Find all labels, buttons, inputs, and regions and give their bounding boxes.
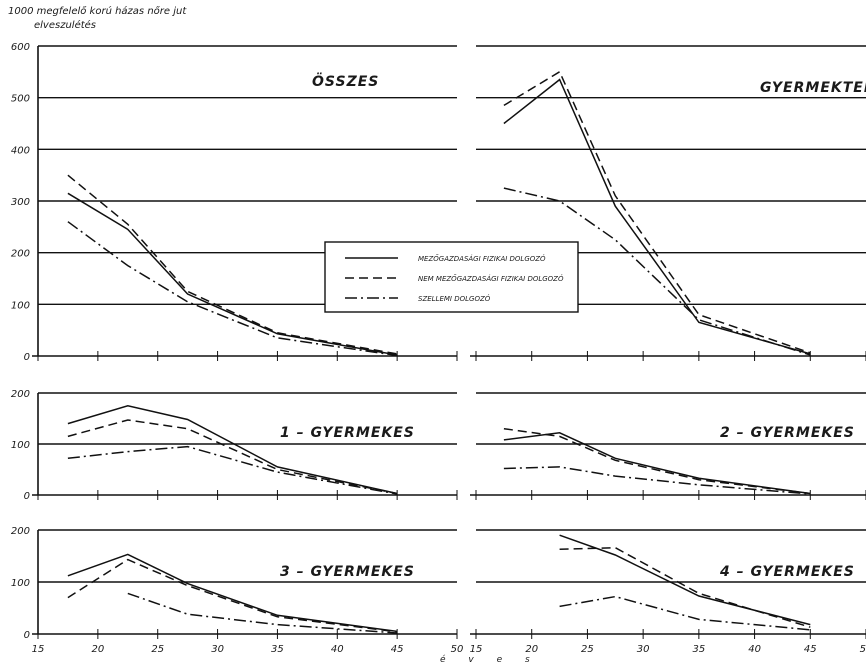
y-tick-label: 0 bbox=[24, 630, 30, 641]
legend: MEZŐGAZDASÁGI FIZIKAI DOLGOZÓ NEM MEZŐGAZ… bbox=[324, 241, 579, 313]
series-solid bbox=[503, 432, 811, 495]
y-tick-label: 500 bbox=[11, 94, 30, 105]
panel-2: GYERMEKTELEN bbox=[470, 45, 866, 361]
legend-label: NEM MEZŐGAZDASÁGI FIZIKAI DOLGOZÓ bbox=[418, 274, 564, 283]
series-solid bbox=[67, 192, 398, 356]
y-tick-label: 100 bbox=[11, 578, 30, 589]
series-dashed bbox=[67, 558, 398, 633]
y-tick-label: 200 bbox=[11, 249, 30, 260]
series-solid bbox=[559, 534, 811, 626]
panel-5: 0 100 200 15 20 25 30 35 40 45 50 3 – GYERMEKES bbox=[11, 526, 463, 655]
ylabel-line1: 1000 megfelelő korú házas nőre jut bbox=[8, 5, 187, 17]
y-tick-label: 300 bbox=[11, 197, 30, 208]
x-tick-label: 20 bbox=[525, 644, 538, 655]
panel-title: 1 – GYERMEKES bbox=[280, 425, 415, 441]
y-tick-label: 200 bbox=[11, 389, 30, 400]
x-tick-label: 35 bbox=[692, 644, 705, 655]
legend-items: MEZŐGAZDASÁGI FIZIKAI DOLGOZÓ NEM MEZŐGAZ… bbox=[345, 254, 564, 303]
x-tick-label: 30 bbox=[637, 644, 650, 655]
y-tick-label: 600 bbox=[11, 42, 30, 53]
y-tick-label: 400 bbox=[11, 145, 30, 156]
x-tick-label: 50 bbox=[451, 644, 464, 655]
x-tick-label: 40 bbox=[331, 644, 344, 655]
panel-3: 0 100 200 1 – GYERMEKES bbox=[11, 389, 458, 502]
panel-4: 2 – GYERMEKES bbox=[470, 392, 866, 500]
panel-title: GYERMEKTELEN bbox=[760, 80, 866, 96]
legend-label: SZELLEMI DOLGOZÓ bbox=[418, 294, 491, 303]
panels: 0100200300400500600ÖSSZESGYERMEKTELEN010… bbox=[11, 42, 866, 655]
series-solid bbox=[503, 78, 811, 355]
series-dashdot bbox=[127, 592, 398, 634]
x-tick-label: 25 bbox=[581, 644, 594, 655]
panel-1: 0 100 200 300 400 500 600 ÖSSZES bbox=[11, 42, 458, 363]
x-axis-label: é v e s bbox=[440, 654, 540, 665]
panel-title: 2 – GYERMEKES bbox=[720, 425, 855, 441]
series-dashdot bbox=[67, 445, 398, 495]
x-tick-label: 40 bbox=[748, 644, 761, 655]
y-tick-label: 0 bbox=[24, 352, 30, 363]
panel-6: 15 20 25 30 35 40 45 50 4 – GYERMEKES bbox=[470, 529, 866, 655]
series-solid bbox=[67, 405, 398, 495]
y-tick-label: 0 bbox=[24, 491, 30, 502]
panel-title: 3 – GYERMEKES bbox=[280, 564, 415, 580]
x-tick-label: 15 bbox=[32, 644, 45, 655]
x-tick-label: 45 bbox=[804, 644, 817, 655]
y-tick-label: 200 bbox=[11, 526, 30, 537]
panel-title: 4 – GYERMEKES bbox=[719, 564, 855, 580]
series-dashdot bbox=[67, 221, 398, 357]
panel-title: ÖSSZES bbox=[312, 72, 379, 90]
x-tick-label: 50 bbox=[860, 644, 866, 655]
legend-label: MEZŐGAZDASÁGI FIZIKAI DOLGOZÓ bbox=[418, 254, 546, 263]
series-dashdot bbox=[503, 466, 811, 495]
y-tick-label: 100 bbox=[11, 440, 30, 451]
series-solid bbox=[67, 553, 398, 633]
x-tick-label: 30 bbox=[211, 644, 224, 655]
x-tick-label: 35 bbox=[271, 644, 284, 655]
series-dashdot bbox=[503, 187, 811, 356]
ylabel-line2: elveszulétés bbox=[34, 19, 96, 31]
series-dashed bbox=[503, 427, 811, 495]
y-tick-label: 100 bbox=[11, 300, 30, 311]
x-tick-label: 15 bbox=[470, 644, 483, 655]
x-tick-label: 25 bbox=[151, 644, 164, 655]
series-dashed bbox=[503, 70, 811, 354]
series-dashed bbox=[559, 546, 811, 628]
legend-box bbox=[324, 241, 579, 313]
x-tick-label: 45 bbox=[391, 644, 404, 655]
series-dashdot bbox=[559, 595, 811, 631]
x-tick-label: 20 bbox=[91, 644, 104, 655]
